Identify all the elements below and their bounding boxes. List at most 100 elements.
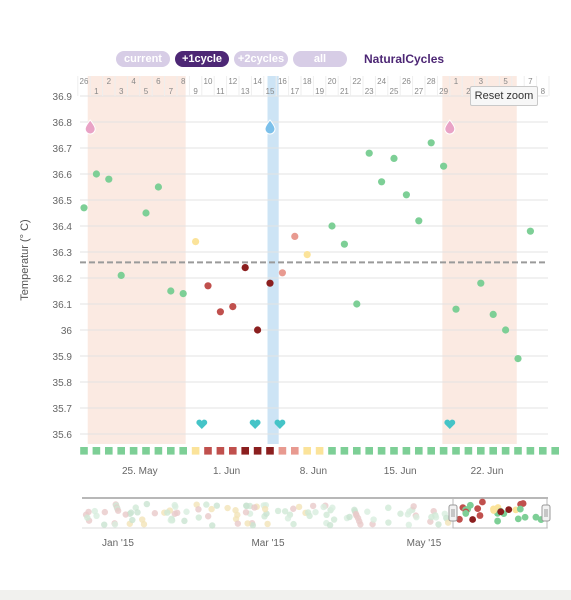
navigator-handle[interactable] [448,504,458,522]
temperature-point[interactable] [427,139,435,147]
temperature-point[interactable] [378,178,386,186]
navigator-history-point [413,513,420,521]
day-status-square [142,447,150,455]
temperature-point[interactable] [477,279,485,287]
range-button-2cycles[interactable]: +2cycles [234,51,288,67]
day-number-label: 19 [315,87,324,96]
day-status-square [514,447,522,455]
y-tick-label: 36.7 [53,144,73,155]
navigator-history-point [264,520,271,528]
temperature-point[interactable] [179,290,187,298]
navigator-history-point [284,515,292,522]
temperature-point[interactable] [204,282,212,290]
day-number-label: 1 [454,77,459,86]
navigator-history-point [251,504,258,511]
day-number-label: 8 [181,77,186,86]
temperature-point[interactable] [514,355,522,363]
temperature-point[interactable] [402,191,410,199]
temperature-point[interactable] [340,240,348,248]
day-number-label: 25 [390,87,399,96]
temperature-point[interactable] [303,251,311,259]
navigator-history-point [143,500,151,508]
temperature-point[interactable] [117,271,125,279]
y-tick-label: 35.8 [53,378,73,389]
y-tick-label: 35.6 [53,430,73,441]
temperature-point[interactable] [229,303,237,311]
day-number-label: 8 [541,87,546,96]
ovulation-band [267,76,279,444]
navigator-history-point [203,501,210,508]
day-number-label: 4 [131,77,136,86]
temperature-point[interactable] [390,154,398,162]
temperature-point[interactable] [353,300,361,308]
navigator-history-point [195,514,202,521]
day-status-square [353,447,361,455]
navigator-date-label: Mar '15 [251,538,284,549]
day-status-square [402,447,411,455]
temperature-point[interactable] [105,175,113,183]
day-number-label: 7 [528,77,533,86]
y-tick-label: 36 [61,326,73,337]
navigator-history-point [261,505,269,513]
navigator-history-point [84,514,91,521]
temperature-point[interactable] [216,308,224,316]
day-number-label: 24 [377,77,386,86]
temperature-point[interactable] [502,326,510,334]
y-tick-label: 35.7 [53,404,73,415]
day-status-square [105,447,113,455]
temperature-point[interactable] [452,305,460,313]
x-tick-label: 22. Jun [471,466,504,477]
range-button-all[interactable]: all [293,51,347,67]
temperature-point[interactable] [440,162,448,170]
day-status-square [154,447,163,455]
temperature-point[interactable] [241,264,249,272]
temperature-point[interactable] [142,209,150,217]
navigator-history-point [114,507,122,514]
day-number-label: 3 [119,87,124,96]
temperature-point[interactable] [489,310,497,318]
x-tick-label: 25. May [122,466,158,477]
day-number-label: 6 [156,77,161,86]
day-number-label: 26 [402,77,411,86]
day-status-square [415,447,423,455]
day-number-label: 23 [365,87,374,96]
navigator-history-point [181,517,188,525]
temperature-point[interactable] [254,326,262,334]
day-status-square [266,447,274,455]
day-status-square [291,447,299,455]
temperature-point[interactable] [154,183,162,191]
heart-icon [274,419,286,429]
temperature-point[interactable] [291,232,299,240]
day-status-square [526,447,535,455]
navigator-history-point [295,503,303,511]
temperature-point[interactable] [167,287,175,295]
navigator-history-point [312,508,319,516]
navigator-history-point [306,512,313,520]
temperature-point[interactable] [192,238,200,246]
y-tick-label: 36.1 [53,300,73,311]
temperature-point[interactable] [80,204,88,212]
temperature-point[interactable] [266,279,274,287]
range-button-1cycle[interactable]: +1cycle [175,51,229,67]
navigator-history-point [213,502,221,509]
temperature-point[interactable] [92,170,100,178]
x-tick-label: 15. Jun [384,466,417,477]
day-status-square [216,447,225,455]
navigator-history-point [326,521,334,529]
reset-zoom-button[interactable]: Reset zoom [470,86,538,106]
temperature-point[interactable] [328,222,336,230]
range-button-current[interactable]: current [116,51,170,67]
day-number-label: 11 [216,87,225,96]
day-status-square [551,447,559,455]
day-status-square [241,447,249,455]
day-number-label: 22 [352,77,361,86]
temperature-point[interactable] [365,149,373,157]
temperature-point[interactable] [526,227,535,235]
navigator-history-point [357,521,364,528]
navigator-history-point [346,513,353,521]
day-status-square [129,447,138,455]
temperature-point[interactable] [415,217,423,225]
navigator-handle[interactable] [541,504,551,522]
navigator-selected-point [462,510,470,517]
temperature-point[interactable] [278,269,286,277]
